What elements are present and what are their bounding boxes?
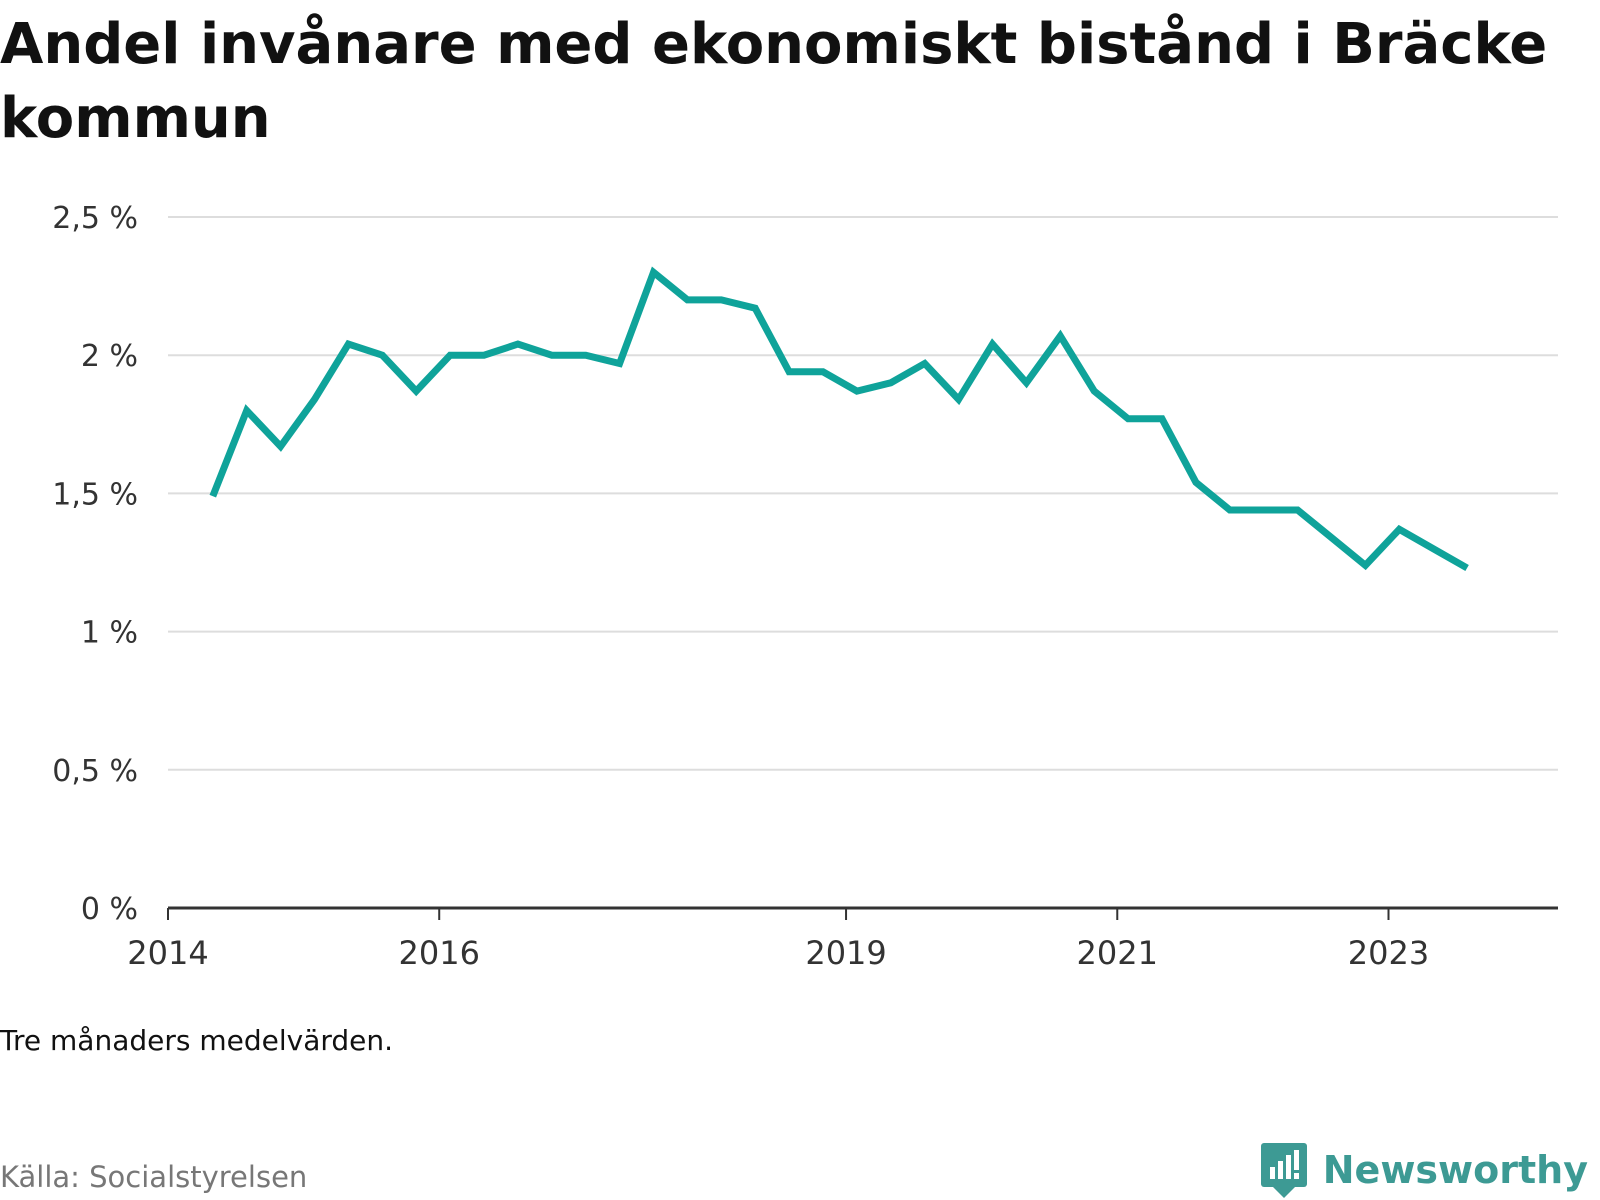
brand-name: Newsworthy — [1322, 1148, 1588, 1192]
x-tick-label: 2019 — [805, 934, 886, 972]
x-axis: 2014 2016 2019 2021 2023 — [127, 906, 1558, 972]
y-tick-label: 2 % — [81, 339, 138, 374]
x-tick-label: 2021 — [1077, 934, 1158, 972]
y-tick-label: 1,5 % — [52, 477, 138, 512]
brand-logo: Newsworthy — [1259, 1140, 1588, 1200]
y-tick-label: 1 % — [81, 616, 138, 651]
y-axis-ticks: 0 % 0,5 % 1 % 1,5 % 2 % 2,5 % — [52, 201, 138, 927]
x-tick-label: 2023 — [1348, 934, 1429, 972]
chart-title: Andel invånare med ekonomiskt bistånd i … — [0, 12, 1548, 151]
y-tick-label: 0,5 % — [52, 754, 138, 789]
x-tick-label: 2014 — [127, 934, 208, 972]
newsworthy-logo-icon — [1260, 1143, 1307, 1198]
source-credit: Källa: Socialstyrelsen — [0, 1160, 308, 1194]
gridlines — [168, 216, 1558, 771]
y-tick-label: 2,5 % — [52, 201, 138, 236]
chart-note: Tre månaders medelvärden. — [0, 1024, 394, 1057]
y-tick-label: 0 % — [81, 892, 138, 927]
x-tick-label: 2016 — [399, 934, 480, 972]
series-line — [209, 266, 1469, 572]
line-chart: 0 % 0,5 % 1 % 1,5 % 2 % 2,5 % 2014 2016 2019 202… — [52, 201, 1558, 972]
series-group — [209, 266, 1469, 572]
